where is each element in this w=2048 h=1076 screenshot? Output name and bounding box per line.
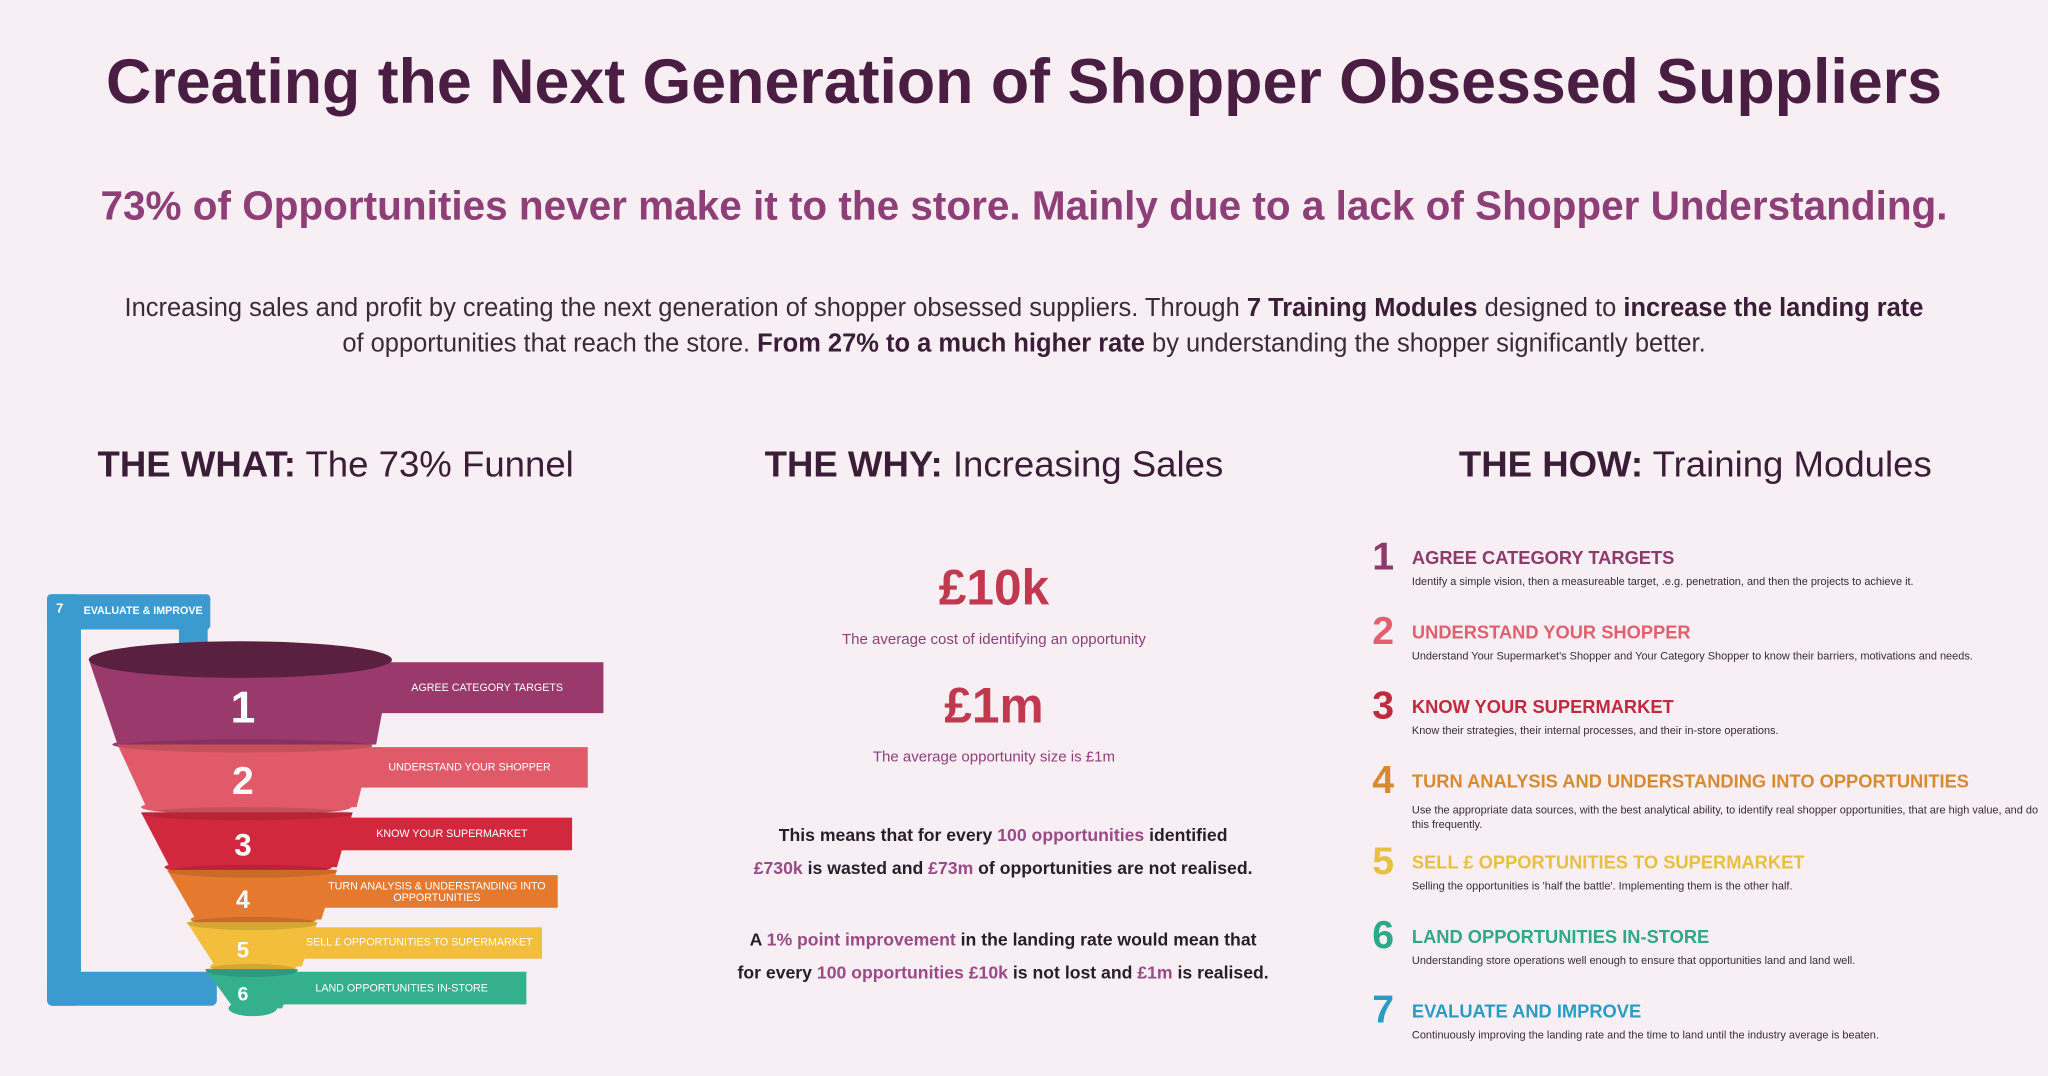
tier-label: AGREE CATEGORY TARGETS bbox=[411, 681, 564, 693]
text-run: A bbox=[749, 929, 767, 950]
loop-bottom bbox=[47, 971, 217, 1006]
text-line: for every 100 opportunities £10k is not … bbox=[664, 963, 1343, 983]
text-run: is wasted and bbox=[802, 858, 929, 878]
tier-body bbox=[88, 659, 392, 745]
text-run: of opportunities are not realised. bbox=[973, 858, 1253, 878]
tier-number: 6 bbox=[237, 983, 249, 1006]
tier-top bbox=[167, 864, 337, 878]
stat-caption: The average opportunity size is £1m bbox=[872, 749, 1116, 766]
tier-top bbox=[186, 916, 318, 930]
stat-value: £1m bbox=[944, 679, 1044, 735]
module-title: SELL £ OPPORTUNITIES TO SUPERMARKET bbox=[1411, 851, 1805, 873]
section-heading: THE WHAT: The 73% Funnel bbox=[0, 444, 675, 486]
tier-number: 1 bbox=[230, 682, 256, 733]
module-title: EVALUATE AND IMPROVE bbox=[1411, 1000, 1642, 1022]
loop-bar bbox=[47, 594, 81, 1006]
tier-label: SELL £ OPPORTUNITIES TO SUPERMARKET bbox=[305, 936, 533, 949]
text-run: in the landing rate would mean that bbox=[955, 929, 1257, 950]
module-title: TURN ANALYSIS AND UNDERSTANDING INTO OPP… bbox=[1411, 770, 1969, 792]
tier-label: TURN ANALYSIS & UNDERSTANDING INTO OPPOR… bbox=[328, 879, 546, 904]
tier-top bbox=[117, 739, 373, 753]
tier-number: 3 bbox=[234, 827, 252, 864]
tier-body bbox=[117, 744, 373, 808]
module-description: Continuously improving the landing rate … bbox=[1411, 1027, 1879, 1041]
text-run: identified bbox=[1144, 825, 1228, 846]
section-heading: THE WHY: Increasing Sales bbox=[654, 444, 1333, 486]
heading-bold: THE WHAT: bbox=[97, 444, 296, 485]
module-description: Selling the opportunities is 'half the b… bbox=[1411, 879, 1793, 893]
module-description: Know their strategies, their internal pr… bbox=[1411, 723, 1779, 737]
module-title: UNDERSTAND YOUR SHOPPER bbox=[1411, 621, 1691, 643]
module-number: 5 bbox=[1372, 839, 1395, 883]
heading-text: The 73% Funnel bbox=[305, 444, 574, 485]
tier-number: 2 bbox=[232, 759, 254, 803]
emphasis-text: 100 opportunities £10k bbox=[816, 962, 1008, 983]
tier-banner bbox=[251, 971, 527, 1005]
emphasis-text: 7 Training Modules bbox=[1246, 293, 1478, 323]
tier-label: LAND OPPORTUNITIES IN-STORE bbox=[315, 981, 488, 994]
text-run: of opportunities that reach the store. bbox=[342, 329, 758, 358]
module-description: Understand Your Supermarket's Shopper an… bbox=[1411, 649, 1973, 663]
stat-caption: The average cost of identifying an oppor… bbox=[841, 632, 1146, 648]
module-number: 7 bbox=[1372, 988, 1395, 1032]
loop-label: EVALUATE & IMPROVE bbox=[83, 604, 203, 617]
heading-text: Training Modules bbox=[1652, 444, 1932, 485]
heading-text: Increasing Sales bbox=[952, 444, 1224, 485]
heading-bold: THE HOW: bbox=[1458, 444, 1644, 485]
emphasis-text: 100 opportunities bbox=[997, 825, 1145, 846]
module-number: 3 bbox=[1372, 684, 1395, 728]
tier-number: 5 bbox=[236, 937, 250, 963]
text-run: designed to bbox=[1477, 293, 1624, 323]
loop-top bbox=[47, 594, 211, 630]
text-run: by understanding the shopper significant… bbox=[1144, 329, 1706, 358]
text-run: This means that for every bbox=[778, 825, 998, 846]
text-line: of opportunities that reach the store. F… bbox=[0, 329, 2048, 359]
loop-number: 7 bbox=[56, 602, 64, 617]
funnel-top bbox=[88, 641, 392, 678]
emphasis-text: £73m bbox=[928, 858, 974, 878]
tier-body bbox=[186, 922, 318, 967]
module-description: Use the appropriate data sources, with t… bbox=[1411, 803, 2039, 831]
module-number: 1 bbox=[1372, 535, 1395, 579]
subtitle: 73% of Opportunities never make it to th… bbox=[100, 182, 1948, 229]
module-number: 4 bbox=[1372, 758, 1395, 802]
text-run: for every bbox=[737, 962, 817, 983]
text-run: is realised. bbox=[1172, 962, 1269, 983]
emphasis-text: From 27% to a much higher rate bbox=[757, 329, 1145, 358]
text-run: is not lost and bbox=[1007, 962, 1138, 983]
tier-body bbox=[141, 812, 353, 868]
emphasis-text: £1m bbox=[1137, 962, 1173, 983]
emphasis-text: £730k bbox=[753, 858, 803, 878]
emphasis-text: increase the landing rate bbox=[1623, 293, 1924, 323]
tier-label: KNOW YOUR SUPERMARKET bbox=[376, 827, 528, 840]
tier-label: UNDERSTAND YOUR SHOPPER bbox=[388, 760, 551, 773]
text-line: This means that for every 100 opportunit… bbox=[664, 825, 1343, 845]
text-run: Increasing sales and profit by creating … bbox=[124, 293, 1247, 323]
tier-body bbox=[205, 969, 298, 1009]
module-title: AGREE CATEGORY TARGETS bbox=[1411, 547, 1675, 569]
module-description: Understanding store operations well enou… bbox=[1411, 953, 1856, 967]
title: Creating the Next Generation of Shopper … bbox=[106, 48, 1942, 118]
tier-body bbox=[167, 869, 337, 920]
module-title: KNOW YOUR SUPERMARKET bbox=[1411, 696, 1674, 718]
tier-top bbox=[205, 963, 298, 977]
tier-number: 4 bbox=[236, 886, 250, 914]
module-number: 6 bbox=[1372, 914, 1395, 958]
text-line: £730k is wasted and £73m of opportunitie… bbox=[664, 858, 1343, 878]
heading-bold: THE WHY: bbox=[764, 444, 943, 485]
stat-value: £10k bbox=[938, 561, 1050, 617]
module-title: LAND OPPORTUNITIES IN-STORE bbox=[1411, 926, 1710, 947]
emphasis-text: 1% point improvement bbox=[766, 929, 956, 950]
module-description: Identify a simple vision, then a measure… bbox=[1411, 574, 1914, 588]
text-line: A 1% point improvement in the landing ra… bbox=[664, 930, 1343, 950]
section-heading: THE HOW: Training Modules bbox=[1356, 444, 2035, 486]
module-number: 2 bbox=[1372, 609, 1395, 654]
tier-top bbox=[141, 807, 353, 821]
text-line: Increasing sales and profit by creating … bbox=[0, 294, 2048, 324]
